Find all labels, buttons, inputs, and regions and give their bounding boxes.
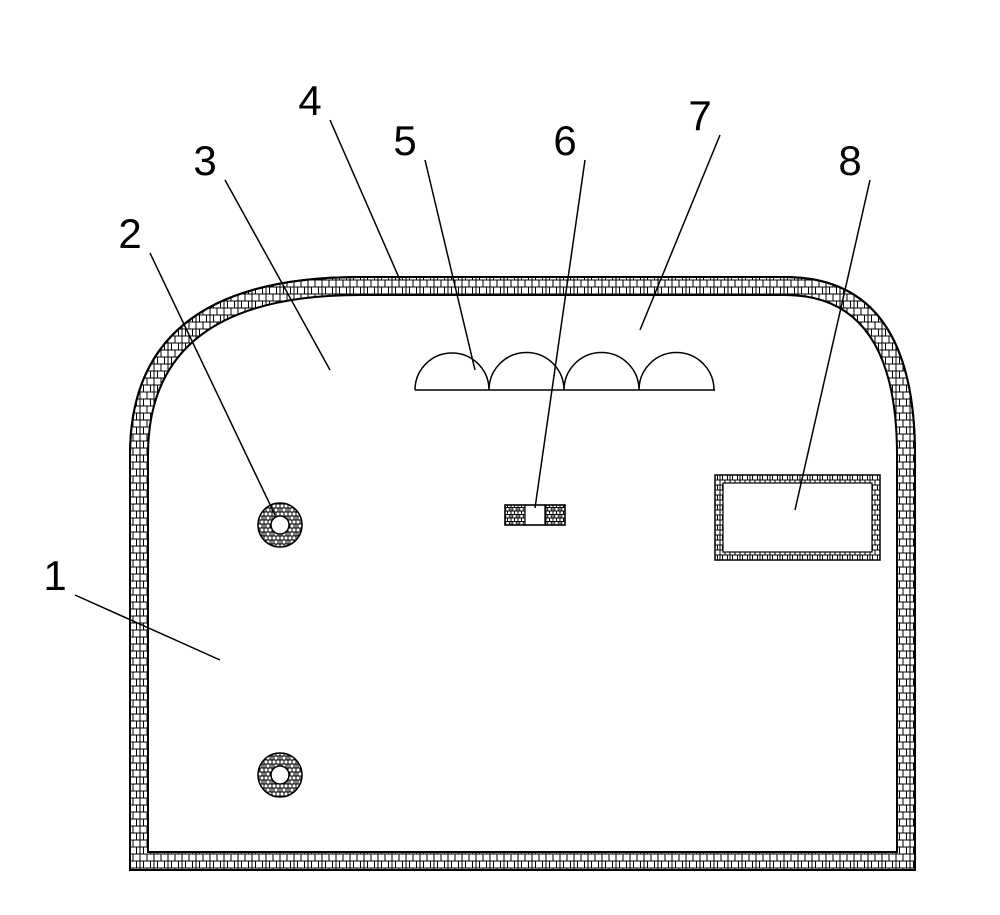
label-4: 4	[298, 77, 400, 280]
label-text-1: 1	[43, 552, 66, 599]
finger-grip	[415, 353, 715, 390]
knob-2	[258, 753, 302, 797]
label-text-8: 8	[838, 137, 861, 184]
label-text-3: 3	[193, 137, 216, 184]
label-5: 5	[393, 117, 475, 370]
label-text-5: 5	[393, 117, 416, 164]
knob-1	[258, 503, 302, 547]
label-text-6: 6	[553, 117, 576, 164]
housing-wall	[130, 277, 915, 870]
label-text-4: 4	[298, 77, 321, 124]
label-3: 3	[193, 137, 330, 370]
panel	[715, 475, 880, 560]
housing-outer	[130, 277, 915, 870]
label-text-7: 7	[688, 92, 711, 139]
label-6: 6	[535, 117, 585, 508]
label-text-2: 2	[118, 210, 141, 257]
